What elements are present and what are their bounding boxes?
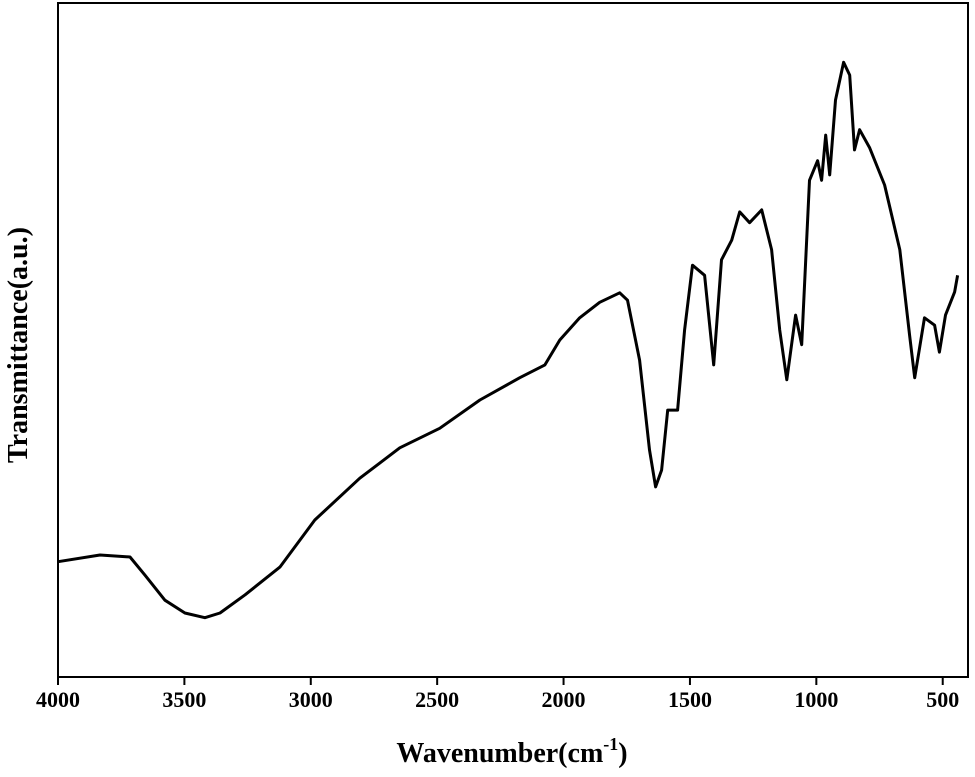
x-tick-label: 3500 xyxy=(162,687,206,712)
x-label-text: Wavenumber(cm xyxy=(396,738,603,769)
y-axis-label: Transmittance(a.u.) xyxy=(3,227,34,463)
x-axis-label: Wavenumber(cm-1) xyxy=(396,734,627,769)
x-tick-label: 4000 xyxy=(36,687,80,712)
x-tick-label: 500 xyxy=(926,687,959,712)
plot-frame xyxy=(57,2,969,678)
x-tick-label: 2000 xyxy=(542,687,586,712)
x-label-end: ) xyxy=(618,738,627,769)
spectrum-line xyxy=(57,60,960,620)
x-tick-label: 2500 xyxy=(415,687,459,712)
x-tick-label: 3000 xyxy=(289,687,333,712)
x-tick-label: 1500 xyxy=(668,687,712,712)
x-label-sup: -1 xyxy=(603,734,618,754)
x-tick-label: 1000 xyxy=(794,687,838,712)
